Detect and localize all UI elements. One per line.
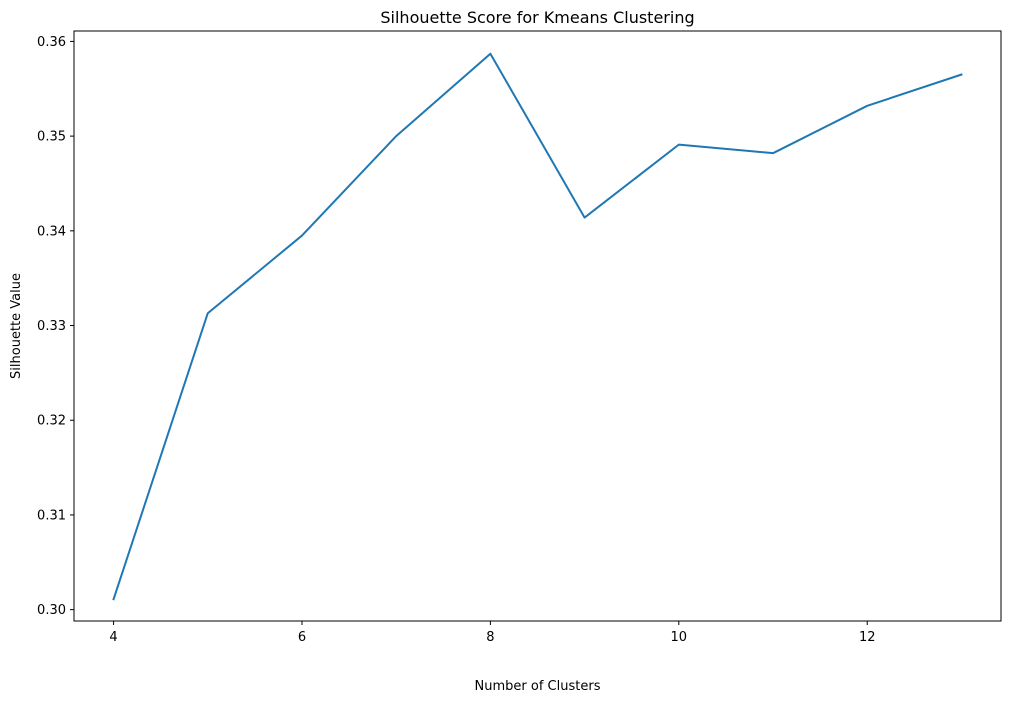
y-tick-label: 0.35 [37,130,66,145]
x-tick-label: 12 [859,630,876,645]
plot-frame [73,30,1002,622]
plot-area: 4 6 8 10 12 0.30 0.31 0.32 0.33 0.34 0.35 0.36 [37,30,1002,645]
x-tick-label: 10 [671,630,688,645]
plot-background [74,31,1001,621]
chart-title: Silhouette Score for Kmeans Clustering [380,8,694,27]
x-tick-label: 8 [486,630,494,645]
series-layer [112,52,963,601]
y-tick-label: 0.34 [37,224,66,239]
y-tick-label: 0.32 [37,414,66,429]
x-axis-title: Number of Clusters [475,679,601,694]
y-tick-label: 0.33 [37,319,66,334]
x-tick-label: 6 [298,630,306,645]
x-tick-label: 4 [109,630,117,645]
y-axis-title: Silhouette Value [9,273,24,379]
y-tick-label: 0.30 [37,603,66,618]
y-axis-ticks: 0.30 0.31 0.32 0.33 0.34 0.35 0.36 [37,35,74,618]
y-tick-label: 0.31 [37,508,66,523]
series-line [112,52,963,601]
x-axis-ticks: 4 6 8 10 12 [109,621,875,645]
y-tick-label: 0.36 [37,35,66,50]
